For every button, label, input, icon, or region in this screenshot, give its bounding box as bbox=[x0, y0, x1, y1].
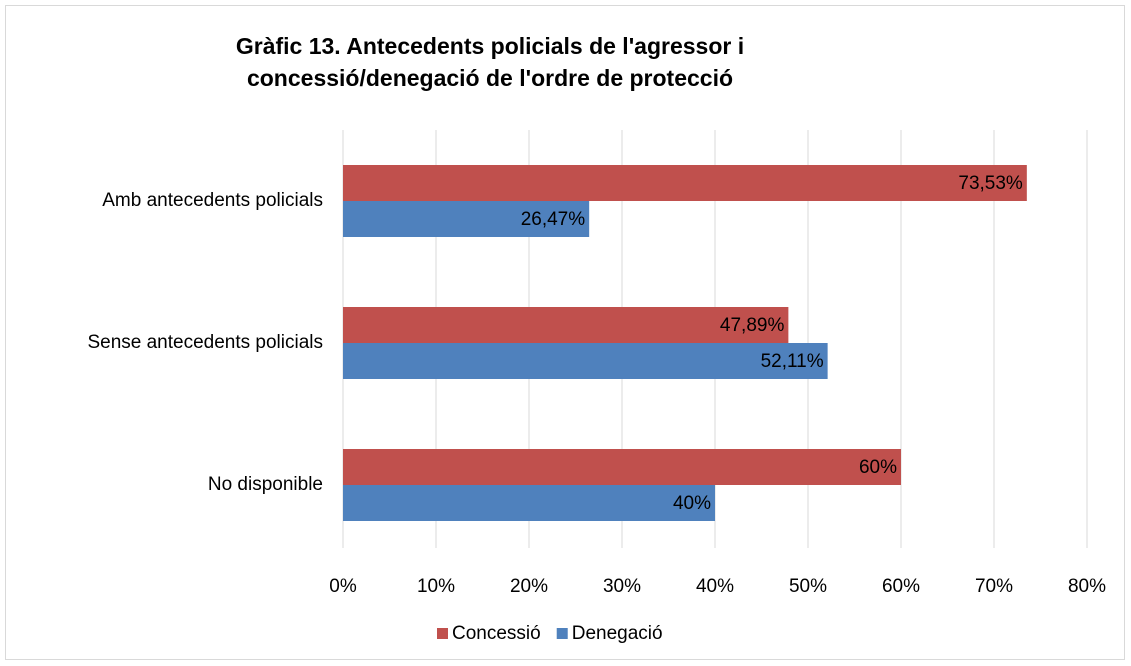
data-label: 73,53% bbox=[958, 173, 1023, 194]
legend-label: Denegació bbox=[572, 623, 663, 644]
x-tick-label: 10% bbox=[417, 576, 455, 597]
x-tick-label: 60% bbox=[882, 576, 920, 597]
bar bbox=[343, 307, 789, 343]
x-tick-label: 30% bbox=[603, 576, 641, 597]
bar bbox=[343, 449, 901, 485]
x-tick-label: 80% bbox=[1068, 576, 1106, 597]
x-tick-label: 70% bbox=[975, 576, 1013, 597]
data-label: 26,47% bbox=[521, 209, 586, 230]
data-label: 40% bbox=[673, 493, 711, 514]
bar bbox=[343, 201, 590, 237]
legend-swatch bbox=[437, 628, 448, 639]
bar bbox=[343, 485, 715, 521]
legend-swatch bbox=[556, 628, 568, 639]
chart-title: Gràfic 13. Antecedents policials de l'ag… bbox=[235, 33, 745, 91]
x-tick-label: 20% bbox=[510, 576, 548, 597]
bar bbox=[343, 165, 1027, 201]
y-tick-label: No disponible bbox=[208, 474, 323, 495]
data-label: 52,11% bbox=[761, 351, 824, 372]
x-tick-label: 50% bbox=[789, 576, 827, 597]
legend-label: Concessió bbox=[452, 623, 541, 644]
y-tick-label: Sense antecedents policials bbox=[87, 332, 323, 353]
data-label: 60% bbox=[859, 457, 897, 478]
x-tick-label: 0% bbox=[329, 576, 357, 597]
chart-border bbox=[5, 5, 1125, 660]
data-label: 47,89% bbox=[720, 315, 785, 336]
x-tick-label: 40% bbox=[696, 576, 734, 597]
y-tick-label: Amb antecedents policials bbox=[102, 190, 323, 211]
bar bbox=[343, 343, 828, 379]
